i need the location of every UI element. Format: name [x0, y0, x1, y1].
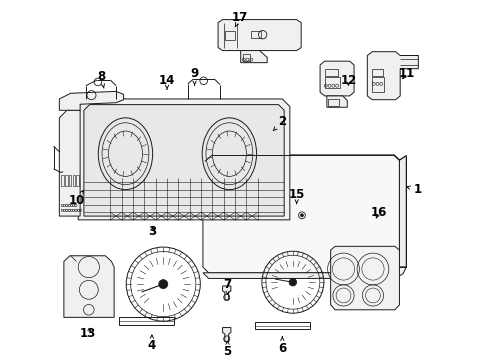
Polygon shape: [240, 50, 266, 63]
Polygon shape: [59, 91, 123, 110]
Text: 1: 1: [406, 183, 421, 196]
Bar: [61, 175, 64, 186]
Circle shape: [159, 280, 167, 289]
Bar: [242, 54, 250, 61]
Text: 2: 2: [273, 115, 286, 131]
Text: 17: 17: [231, 11, 247, 27]
Polygon shape: [218, 19, 301, 50]
Bar: [371, 77, 383, 92]
Polygon shape: [330, 246, 399, 310]
Bar: [72, 175, 75, 186]
Text: 14: 14: [159, 73, 175, 89]
Text: 10: 10: [68, 190, 84, 207]
Text: 9: 9: [190, 67, 198, 85]
Text: 7: 7: [223, 278, 231, 294]
Polygon shape: [84, 105, 284, 216]
Circle shape: [300, 214, 303, 217]
Bar: [69, 175, 71, 186]
Bar: [119, 318, 173, 325]
Polygon shape: [203, 155, 399, 273]
Bar: [224, 31, 235, 40]
Polygon shape: [393, 155, 406, 267]
Bar: [328, 99, 338, 106]
Text: 8: 8: [97, 70, 105, 88]
Bar: [324, 69, 337, 76]
Polygon shape: [366, 52, 417, 100]
Text: 3: 3: [147, 225, 156, 238]
Polygon shape: [222, 286, 230, 300]
Polygon shape: [326, 96, 346, 107]
Polygon shape: [59, 110, 80, 216]
Circle shape: [288, 279, 296, 286]
Polygon shape: [320, 61, 353, 96]
Bar: [324, 77, 339, 88]
Polygon shape: [222, 328, 230, 342]
Bar: [76, 175, 79, 186]
Text: 12: 12: [340, 74, 356, 87]
Text: 15: 15: [288, 188, 304, 203]
Polygon shape: [203, 267, 406, 278]
Text: 16: 16: [370, 206, 386, 219]
Polygon shape: [78, 99, 289, 220]
Bar: [251, 31, 260, 39]
Text: 11: 11: [398, 67, 414, 80]
Bar: [65, 175, 67, 186]
Text: 5: 5: [223, 341, 231, 358]
Polygon shape: [64, 256, 114, 318]
Bar: [371, 69, 382, 76]
Bar: [255, 322, 309, 329]
Text: 6: 6: [278, 336, 286, 355]
Text: 4: 4: [147, 335, 156, 352]
Text: 13: 13: [80, 328, 96, 341]
